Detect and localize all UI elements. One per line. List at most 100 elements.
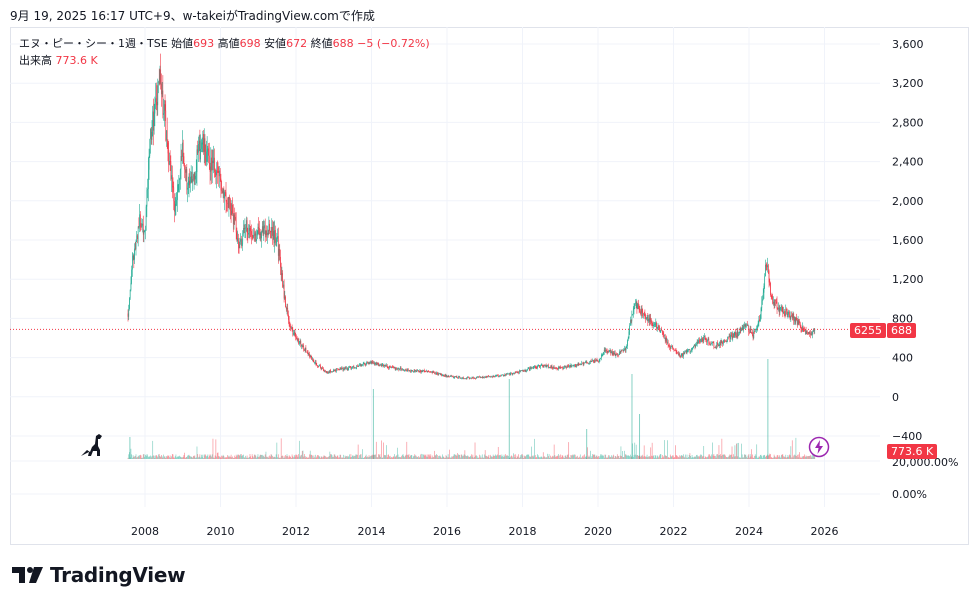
volume-bar [814,455,816,459]
volume-bar [523,457,525,459]
dino-icon[interactable] [78,430,106,462]
volume-bar [333,454,335,459]
volume-bar [610,456,612,459]
candle-body [751,332,753,336]
candle-body [733,334,735,338]
volume-bar [492,456,493,459]
candle-body [616,353,617,355]
volume-bar [405,454,407,459]
volume-value: 773.6 K [55,54,98,67]
candle-body [781,306,782,308]
volume-bar [354,455,355,459]
volume-bar [806,456,808,459]
volume-bar [430,454,432,459]
candle-body [181,156,183,157]
candle-body [529,367,531,371]
candle-body [431,372,433,373]
volume-bar [804,456,806,459]
candle-body [794,316,796,323]
candle-body [809,332,811,334]
candle-body [668,345,670,346]
candle-body [171,175,172,180]
candle-body [500,375,501,377]
volume-bar [722,454,724,459]
volume-bar [512,457,514,459]
candle-body [269,230,271,232]
candle-body [221,190,223,191]
candle-body [394,366,395,369]
candle-body [320,368,322,370]
candle-body [433,371,434,373]
volume-bar [686,454,688,459]
volume-bar [140,454,141,459]
candle-body [566,365,568,368]
volume-bar [527,454,529,459]
candle-body [606,350,607,352]
volume-bar [145,455,146,459]
candle-body [327,371,329,373]
candle-body [355,367,357,369]
candle-body [298,342,300,344]
lightning-icon[interactable] [808,436,830,462]
volume-bar [521,454,523,459]
candle-body [278,248,280,256]
candle-body [435,372,437,375]
volume-bar [275,454,277,459]
volume-bar [522,455,524,459]
volume-bar [602,454,604,459]
volume-bar [517,456,519,459]
candle-body [786,308,787,311]
volume-bar [226,457,228,459]
candle-body [680,356,681,358]
candle-body [449,375,451,377]
volume-bar [224,457,225,459]
volume-bar [566,456,567,459]
volume-bar [497,446,499,459]
candle-body [778,307,779,310]
candle-body [283,284,285,299]
candle-body [601,355,603,356]
volume-bar [358,457,360,459]
volume-bar [346,455,348,459]
volume-bar [330,454,331,459]
volume-bar [429,456,431,459]
candle-body [474,377,476,379]
volume-bar [560,454,562,459]
candle-body [268,223,270,234]
price-chart[interactable]: 3,6003,2002,8002,4002,0001,6001,20080040… [10,27,968,544]
volume-bar [539,457,540,459]
volume-bar [374,454,376,459]
volume-bar [709,455,711,459]
candle-body [643,313,644,315]
candle-body [571,365,573,367]
candle-body [633,308,635,310]
candle-body [772,297,774,304]
candle-body [478,376,480,378]
candle-body [320,365,321,369]
candle-body [653,324,655,325]
candle-body [313,360,315,363]
volume-bar [694,456,696,459]
candle-body [600,355,602,359]
volume-bar [191,456,193,459]
volume-bar [520,455,522,459]
candle-body [595,359,597,361]
volume-bar [770,454,771,459]
volume-bar [640,456,641,459]
candle-body [333,369,335,371]
candle-body [222,190,223,194]
volume-bar [288,455,290,459]
volume-bar [344,455,346,459]
candle-body [297,338,299,340]
volume-bar [182,456,184,459]
volume-bar [426,454,428,459]
candle-body [463,378,465,380]
candle-body [785,308,787,316]
volume-bar [232,457,234,459]
candle-body [529,368,530,371]
volume-bar [752,457,754,459]
candle-body [709,343,710,345]
candle-body [283,284,284,287]
candle-body [357,365,358,367]
volume-bar [497,454,498,459]
